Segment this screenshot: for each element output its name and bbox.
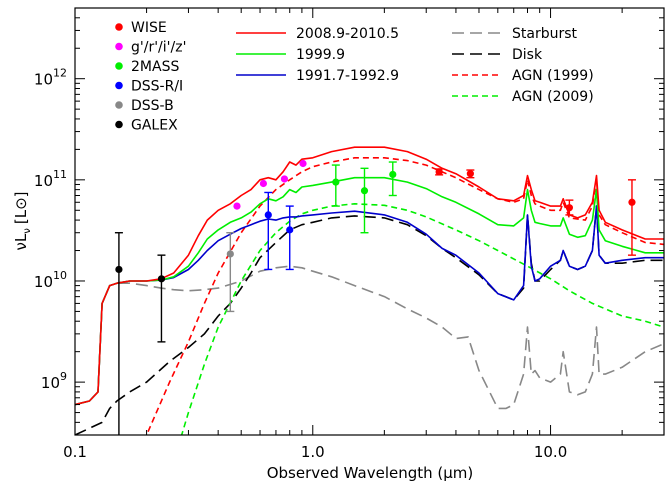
point-marker [299,160,306,167]
curve-layer [75,147,664,475]
legend: WISE g'/r'/i'/z' 2MASS DSS-R/I DSS-B GALEX 200… [115,20,593,134]
legend-label: 1991.7-1992.9 [296,68,399,84]
y-axis-subscript: ν [22,228,33,234]
series-line-disk [75,206,664,435]
legend-item-agn-2009: AGN (2009) [452,89,594,105]
data-point-dss-r-i [286,206,294,269]
legend-label: 2008.9-2010.5 [296,26,399,42]
y-axis-unit: [L⊙] [12,192,30,225]
series-line-agn-1999 [124,158,665,475]
legend-item-1991-7-1992-9: 1991.7-1992.9 [236,68,399,84]
data-point-wise [435,168,443,175]
legend-item-g-r-i-z: g'/r'/i'/z' [115,40,186,56]
legend-item-disk: Disk [452,47,543,63]
data-point-g-r-i-z [299,160,306,167]
point-marker [260,180,267,187]
data-point-g-r-i-z [260,180,267,187]
y-tick-label: 1011 [34,168,67,190]
point-marker [628,199,635,206]
y-tick-label: 109 [41,370,67,392]
data-point-layer [115,160,636,453]
point-marker [361,187,368,194]
legend-label: WISE [131,20,167,36]
point-marker [227,250,234,257]
data-point-dss-r-i [264,192,272,269]
legend-label: Disk [512,47,543,63]
legend-label: AGN (1999) [512,68,594,84]
data-point-galex [115,233,123,453]
y-tick-label: 1012 [34,67,67,89]
point-marker [566,204,573,211]
legend-label: Starburst [512,26,578,42]
legend-item-1999-9: 1999.9 [236,47,345,63]
data-point-wise [466,170,474,178]
legend-marker [115,82,123,90]
legend-item-galex: GALEX [115,118,178,134]
data-point-g-r-i-z [281,175,288,182]
data-point-wise [628,180,636,255]
point-marker [233,202,240,209]
point-marker [467,170,474,177]
legend-marker [115,43,123,51]
legend-item-2008-9-2010-5: 2008.9-2010.5 [236,26,399,42]
legend-item-dss-r-i: DSS-R/I [115,79,183,95]
point-marker [265,211,272,218]
point-marker [286,226,293,233]
legend-label: AGN (2009) [512,89,594,105]
legend-marker [115,101,123,109]
legend-item-dss-b: DSS-B [115,98,174,114]
point-marker [389,171,396,178]
legend-item-wise: WISE [115,20,167,36]
y-tick-label: 1010 [34,269,67,291]
point-marker [158,275,165,282]
legend-label: g'/r'/i'/z' [131,40,186,56]
series-line-starburst [75,266,664,408]
svg-text:νLν[L⊙]: νLν [L⊙] [12,192,33,251]
point-marker [436,168,443,175]
legend-label: 1999.9 [296,47,345,63]
legend-item-2mass: 2MASS [115,59,179,75]
legend-label: 2MASS [131,59,179,75]
legend-label: GALEX [131,118,178,134]
point-marker [281,175,288,182]
data-point-dss-b [226,233,234,312]
data-point-galex [157,255,165,342]
x-tick-label: 0.1 [63,443,87,461]
x-tick-label: 1.0 [301,443,325,461]
legend-marker [115,62,123,70]
legend-marker [115,23,123,31]
legend-label: DSS-R/I [131,79,183,95]
legend-marker [115,121,123,129]
x-tick-label: 10.0 [534,443,567,461]
legend-item-agn-1999: AGN (1999) [452,68,594,84]
point-marker [115,266,122,273]
legend-label: DSS-B [131,98,174,114]
point-marker [332,178,339,185]
y-axis-quantity: νL [12,233,30,250]
y-axis-title: νLν [L⊙] [12,192,33,251]
data-point-g-r-i-z [233,202,240,209]
x-axis-title: Observed Wavelength (μm) [267,464,474,482]
legend-item-starburst: Starburst [452,26,578,42]
data-point-2mass [332,165,340,206]
